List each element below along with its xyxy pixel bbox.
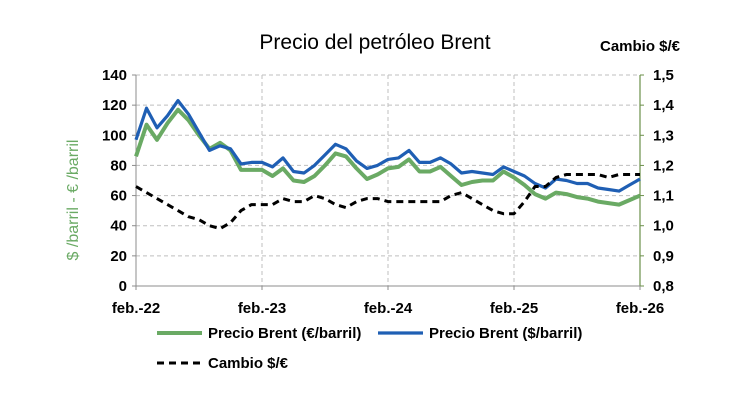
y2-axis-label: Cambio $/€ bbox=[600, 38, 681, 55]
legend-label: Precio Brent ($/barril) bbox=[429, 325, 582, 342]
legend: Precio Brent (€/barril) Precio Brent ($/b… bbox=[157, 325, 582, 372]
x-tick-label: feb.-22 bbox=[112, 300, 160, 317]
y2-tick-label: 1,5 bbox=[653, 67, 674, 84]
y2-tick-label: 1,2 bbox=[653, 157, 674, 174]
x-tick-label: feb.-26 bbox=[616, 300, 664, 317]
legend-item-usd: Precio Brent ($/barril) bbox=[378, 325, 582, 342]
legend-label: Precio Brent (€/barril) bbox=[208, 325, 361, 342]
y2-tick-label: 1,4 bbox=[653, 97, 675, 114]
x-tick-label: feb.-23 bbox=[238, 300, 286, 317]
x-tick-label: feb.-25 bbox=[490, 300, 538, 317]
y-axis-label: $ /barril - € /barril bbox=[65, 140, 82, 261]
y-tick-label: 60 bbox=[110, 188, 127, 205]
series-eur-line bbox=[134, 107, 641, 207]
y-tick-label: 120 bbox=[102, 97, 127, 114]
y-tick-label: 100 bbox=[102, 127, 127, 144]
y-tick-label: 0 bbox=[119, 278, 127, 295]
legend-item-fx: Cambio $/€ bbox=[157, 355, 289, 372]
series-layer bbox=[134, 99, 641, 231]
legend-label: Cambio $/€ bbox=[208, 355, 289, 372]
y-tick-label: 20 bbox=[110, 248, 127, 265]
y-tick-label: 140 bbox=[102, 67, 127, 84]
y2-tick-label: 1,0 bbox=[653, 218, 674, 235]
y2-tick-label: 1,1 bbox=[653, 188, 674, 205]
y2-tick-label: 0,8 bbox=[653, 278, 674, 295]
ticks-layer: 0 20 40 60 80 100 120 140 0,8 0,9 1,0 1,1 1,2 1,3 1,4 1… bbox=[102, 67, 675, 317]
y2-tick-label: 1,3 bbox=[653, 127, 674, 144]
series-fx-line bbox=[135, 173, 640, 231]
y2-tick-label: 0,9 bbox=[653, 248, 674, 265]
grid-layer bbox=[136, 74, 640, 286]
chart-title: Precio del petróleo Brent bbox=[259, 31, 490, 54]
y-tick-label: 40 bbox=[110, 218, 127, 235]
x-tick-label: feb.-24 bbox=[364, 300, 413, 317]
y-tick-label: 80 bbox=[110, 157, 127, 174]
legend-item-eur: Precio Brent (€/barril) bbox=[157, 325, 361, 342]
